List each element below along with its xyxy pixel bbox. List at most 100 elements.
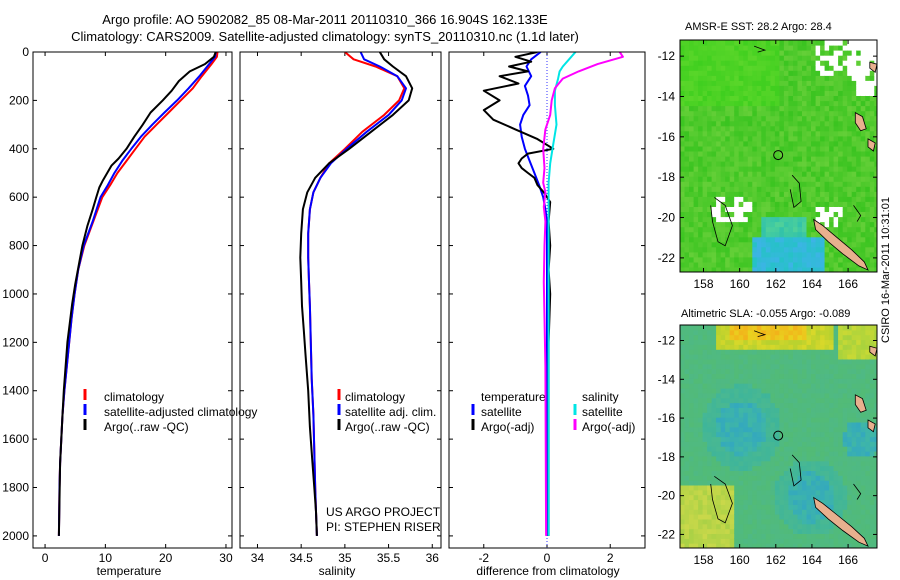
sla_map-reef-outline — [789, 454, 802, 487]
sla_map-ytick-label: -12 — [658, 334, 676, 348]
sla_map-ytick-label: -18 — [658, 450, 676, 464]
temperature-frame — [32, 51, 233, 549]
sla_map-panel: 158 160 162 164 166 -12 -14 -16 -18 -20 -22 — [658, 324, 878, 567]
salinity-xtick-label: 35 — [338, 551, 352, 565]
sla_map-island — [867, 419, 876, 433]
sst_map-argo-marker — [773, 150, 784, 161]
difference-series-temperature-argo-adj- — [482, 52, 555, 536]
sla_map-xtick-label: 162 — [766, 553, 786, 567]
sst_map-reef-outline — [789, 174, 802, 209]
sla_map-island — [869, 345, 877, 357]
sla_map-xtick-label: 160 — [730, 553, 750, 567]
sst_map-xtick-label: 158 — [693, 277, 713, 291]
salinity-xtick-label: 36 — [426, 551, 440, 565]
salinity-series-climatology — [307, 52, 406, 536]
credit-line2: PI: STEPHEN RISER — [326, 520, 441, 534]
sla_map-xtick-label: 158 — [693, 553, 713, 567]
sla-map-title: Altimetric SLA: -0.055 Argo: -0.089 — [681, 308, 850, 320]
temperature-ytick-label: 1400 — [2, 384, 29, 398]
sst_map-panel: 158 160 162 164 166 -12 -14 -16 -18 -20 -22 — [658, 39, 878, 291]
difference-series-temperature-satellite — [519, 52, 548, 536]
sst_map-ytick-label: -14 — [658, 89, 676, 103]
sla_map-ytick-label: -20 — [658, 489, 676, 503]
temp-legend-climatology: climatology — [104, 390, 164, 404]
temperature-ytick-label: 1600 — [2, 432, 29, 446]
temp-legend-satellite: satellite-adjusted climatology — [104, 405, 257, 419]
difference-panel: -2 0 2 — [448, 51, 646, 565]
temperature-ytick-label: 0 — [22, 45, 29, 59]
sla_map-frame — [679, 324, 878, 549]
temperature-panel: 0 10 20 30 0 200 400 600 800 1000 1200 1400 1600 1800… — [2, 45, 233, 565]
sla_map-reef-outline — [710, 475, 733, 524]
difference-xtick-label: 2 — [607, 551, 614, 565]
credit-line1: US ARGO PROJECT — [326, 505, 441, 519]
salinity-series-satellite-adj-clim- — [307, 52, 407, 536]
sst_map-xtick-label: 162 — [766, 277, 786, 291]
temperature-ytick-label: 400 — [9, 142, 29, 156]
temperature-xtick-label: 10 — [99, 551, 113, 565]
sst_map-xtick-label: 164 — [802, 277, 822, 291]
sst_map-xtick-label: 166 — [838, 277, 858, 291]
salinity-xtick-label: 34.5 — [289, 551, 313, 565]
sla_map-xtick-label: 166 — [838, 553, 858, 567]
sst_map-ytick-label: -20 — [658, 211, 676, 225]
temperature-xtick-label: 30 — [219, 551, 233, 565]
timestamp-stamp: CSIRO 16-Mar-2011 10:31:01 — [880, 197, 892, 343]
temp-legend-argo: Argo(..raw -QC) — [104, 420, 189, 434]
temperature-ytick-label: 2000 — [2, 529, 29, 543]
difference-xtick-label: 0 — [544, 551, 551, 565]
temperature-series-climatology — [57, 52, 219, 536]
sst_map-island — [867, 138, 876, 152]
salinity-frame — [239, 51, 442, 549]
sal-legend-climatology: climatology — [345, 390, 405, 404]
sla_map-xtick-label: 164 — [802, 553, 822, 567]
sla_map-ytick-label: -16 — [658, 411, 676, 425]
difference-series-salinity-argo-adj- — [542, 52, 624, 536]
sst_map-ytick-label: -22 — [658, 251, 676, 265]
salinity-panel: 34 34.5 35 35.5 36 — [239, 51, 442, 565]
sla_map-ytick-label: -22 — [658, 527, 676, 541]
diff-legend-temp-argo: Argo(-adj) — [481, 420, 534, 434]
sst_map-field — [680, 40, 877, 272]
temperature-xtick-label: 20 — [159, 551, 173, 565]
sst_map-island — [813, 218, 869, 271]
sal-xlabel: salinity — [319, 564, 356, 578]
sla_map-island — [854, 394, 867, 413]
temperature-ytick-label: 1800 — [2, 481, 29, 495]
salinity-xtick-label: 35.5 — [377, 551, 401, 565]
sla_map-island — [813, 496, 869, 547]
diff-legend-sal-argo: Argo(-adj) — [582, 420, 635, 434]
temperature-ytick-label: 200 — [9, 93, 29, 107]
sal-legend-argo: Argo(..raw -QC) — [345, 420, 430, 434]
salinity-series-argo-raw-qc- — [299, 52, 414, 536]
sla_map-ytick-label: -14 — [658, 372, 676, 386]
sal-legend-satellite: satellite adj. clim. — [345, 405, 436, 419]
difference-frame — [448, 51, 646, 549]
sla_map-argo-marker — [773, 430, 784, 441]
diff-legend-temp-satellite: satellite — [481, 405, 522, 419]
sla_map-field — [680, 325, 877, 548]
sst_map-island — [854, 111, 867, 132]
sla_map-reef-outline — [753, 330, 767, 337]
figure-title-line1: Argo profile: AO 5902082_85 08-Mar-2011 … — [102, 12, 548, 27]
sla_map-reef-outline — [853, 483, 862, 500]
sst_map-reef-outline — [753, 45, 767, 53]
sst_map-reef-outline — [710, 197, 733, 247]
sst_map-xtick-label: 160 — [730, 277, 750, 291]
diff-legend-sal-title: salinity — [582, 390, 619, 404]
temperature-ytick-label: 1200 — [2, 335, 29, 349]
temp-xlabel: temperature — [97, 564, 162, 578]
sst_map-ytick-label: -16 — [658, 130, 676, 144]
diff-legend-temp-title: temperature — [481, 390, 546, 404]
sst-map-title: AMSR-E SST: 28.2 Argo: 28.4 — [685, 21, 832, 33]
temperature-ytick-label: 1000 — [2, 287, 29, 301]
difference-xtick-label: -2 — [478, 551, 489, 565]
temperature-ytick-label: 600 — [9, 190, 29, 204]
sst_map-reef-outline — [853, 205, 862, 222]
temperature-xtick-label: 0 — [42, 551, 49, 565]
sst_map-island — [869, 61, 877, 73]
sst_map-frame — [679, 39, 878, 273]
temperature-series-argo-raw-qc- — [57, 52, 217, 536]
figure-title-line2: Climatology: CARS2009. Satellite-adjuste… — [71, 29, 579, 44]
